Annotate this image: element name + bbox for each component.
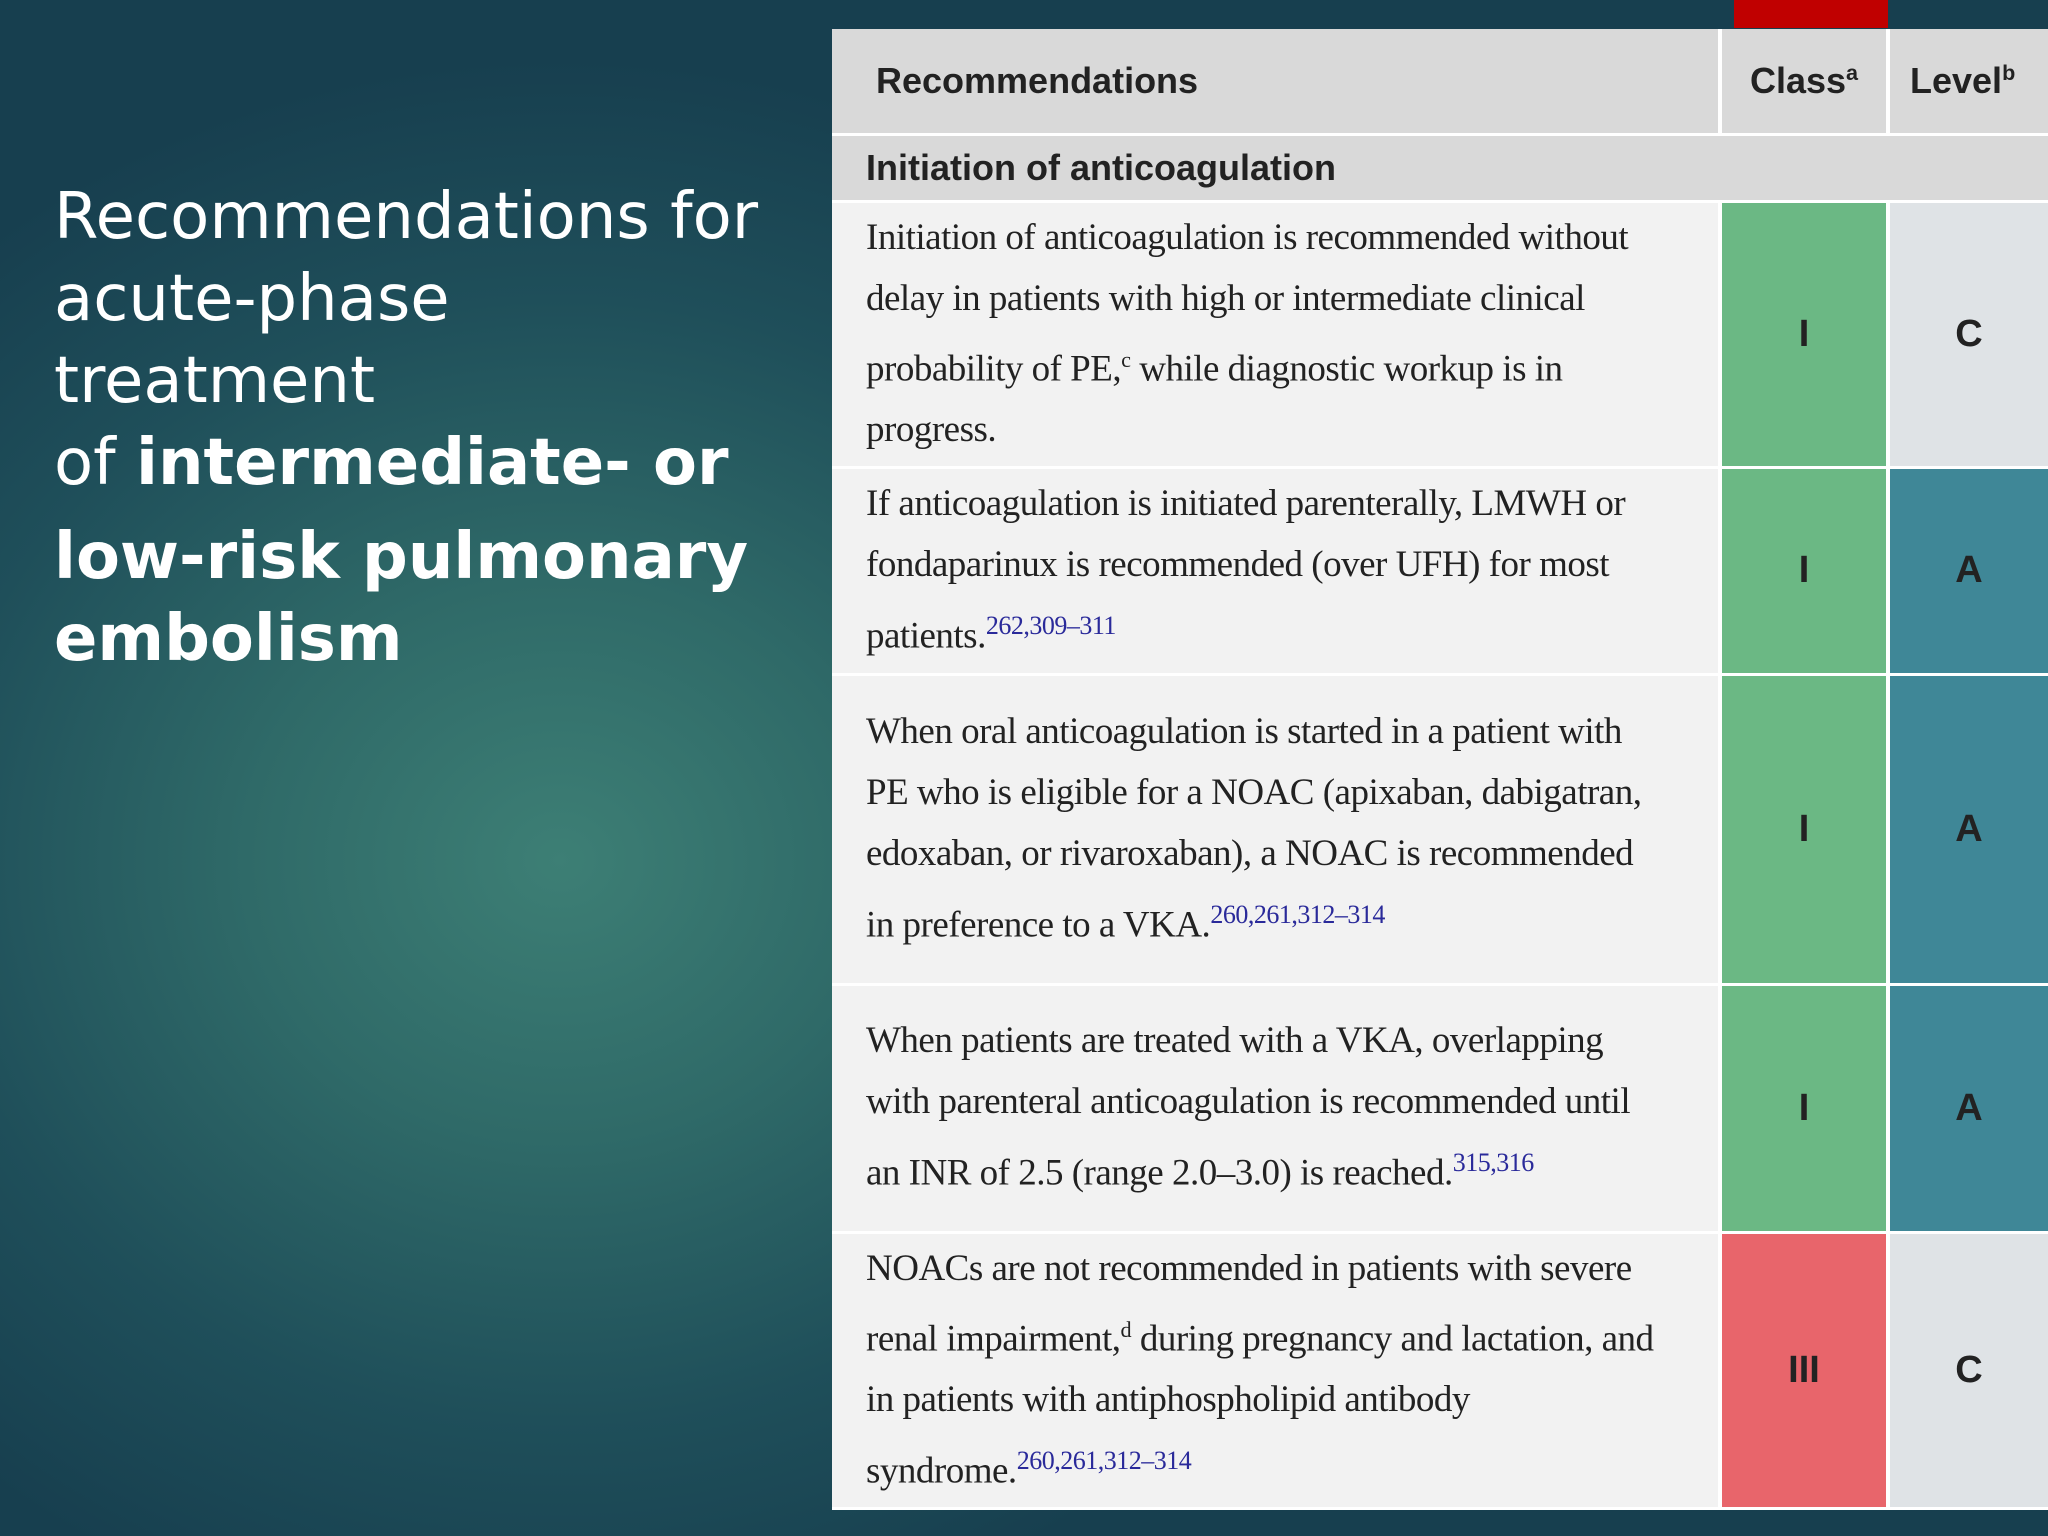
class-cell: I (1722, 203, 1890, 470)
class-cell: I (1722, 985, 1890, 1234)
reference-citation: 260,261,312–314 (1210, 899, 1385, 929)
recommendation-text: NOACs are not recommended in patients wi… (832, 1233, 1722, 1511)
recommendation-main-text: NOACs are not recommended in patients wi… (866, 1247, 1632, 1359)
section-row: Initiation of anticoagulation (832, 136, 2048, 203)
table-row: When oral anticoagulation is started in … (832, 675, 2048, 986)
level-cell: A (1890, 985, 2048, 1234)
recommendation-text: Initiation of anticoagulation is recomme… (832, 203, 1722, 470)
recommendation-continued-text: during pregnancy and lactation, and in p… (866, 1317, 1654, 1492)
header-level: Levelb (1890, 29, 2048, 136)
recommendation-text: If anticoagulation is initiated parenter… (832, 469, 1722, 676)
recommendation-main-text: Initiation of anticoagulation is recomme… (866, 217, 1629, 390)
recommendation-text: When patients are treated with a VKA, ov… (832, 985, 1722, 1234)
accent-bar (1734, 0, 1888, 28)
recommendations-table: Recommendations Classa Levelb Initiation… (832, 29, 2048, 1511)
title-line-4: low-risk pulmonary (54, 520, 749, 594)
level-cell: C (1890, 1233, 2048, 1511)
class-cell: I (1722, 675, 1890, 986)
recommendation-continued-text: while diagnostic workup is in progress. (866, 348, 1563, 451)
recommendation-text: When oral anticoagulation is started in … (832, 675, 1722, 986)
header-recommendations: Recommendations (832, 29, 1722, 136)
title-line-3-bold: intermediate- or (136, 426, 729, 500)
level-cell: A (1890, 675, 2048, 986)
level-cell: C (1890, 203, 2048, 470)
title-line-2: acute-phase treatment (54, 262, 450, 418)
table-row: NOACs are not recommended in patients wi… (832, 1233, 2048, 1511)
footnote-marker: c (1121, 347, 1131, 372)
table-row: If anticoagulation is initiated parenter… (832, 469, 2048, 676)
class-cell: III (1722, 1233, 1890, 1511)
header-class: Classa (1722, 29, 1890, 136)
reference-citation: 315,316 (1452, 1148, 1535, 1178)
recommendation-main-text: When oral anticoagulation is started in … (866, 710, 1642, 946)
level-cell: A (1890, 469, 2048, 676)
recommendation-main-text: When patients are treated with a VKA, ov… (866, 1020, 1631, 1194)
table-header-row: Recommendations Classa Levelb (832, 29, 2048, 136)
recommendation-main-text: If anticoagulation is initiated parenter… (866, 483, 1626, 657)
title-line-5: embolism (54, 602, 403, 676)
section-title: Initiation of anticoagulation (832, 136, 2048, 203)
reference-citation: 260,261,312–314 (1016, 1445, 1192, 1475)
title-line-3-prefix: of (54, 426, 137, 500)
reference-citation: 262,309–311 (985, 611, 1117, 641)
table-row: Initiation of anticoagulation is recomme… (832, 203, 2048, 470)
class-cell: I (1722, 469, 1890, 676)
table-row: When patients are treated with a VKA, ov… (832, 985, 2048, 1234)
footnote-marker: d (1120, 1316, 1132, 1342)
title-line-1: Recommendations for (54, 180, 759, 254)
slide-title: Recommendations for acute-phase treatmen… (54, 176, 774, 680)
